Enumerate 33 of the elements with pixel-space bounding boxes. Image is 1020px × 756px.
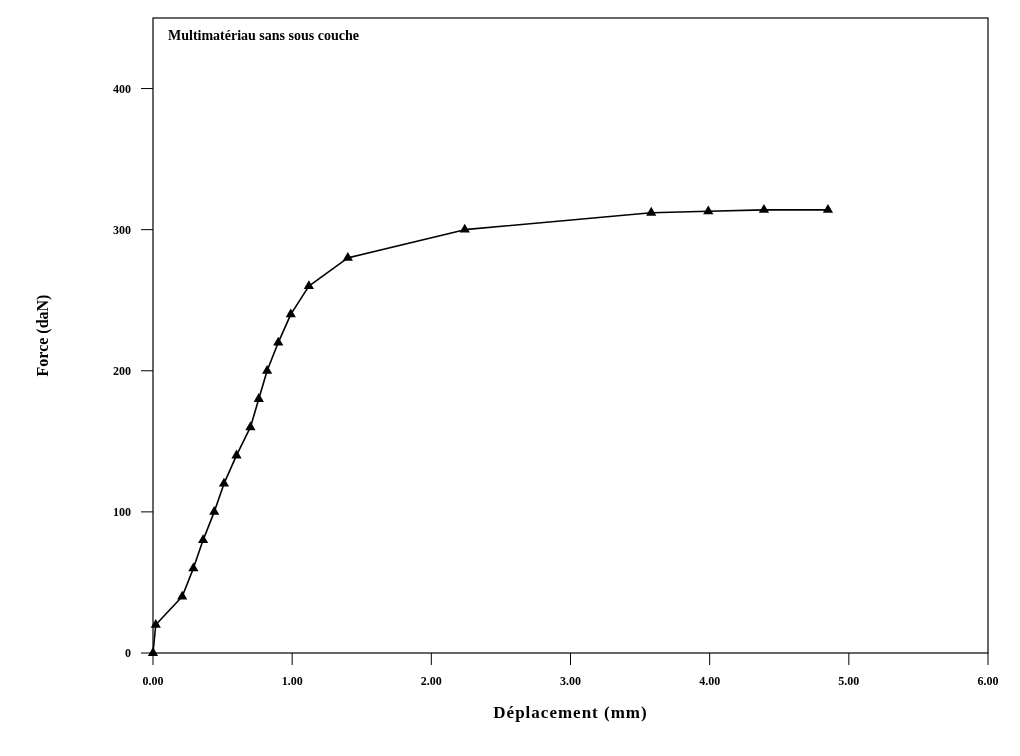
point <box>459 223 470 233</box>
point <box>646 206 657 216</box>
point <box>209 506 220 515</box>
y-tick-label: 200 <box>113 363 131 378</box>
x-tick-label: 2.00 <box>420 674 442 688</box>
point <box>147 647 159 656</box>
x-axis-title: Déplacement (mm) <box>493 703 648 722</box>
y-tick-label: 300 <box>113 222 131 237</box>
point <box>231 449 242 459</box>
x-tick-label: 1.00 <box>281 674 303 688</box>
x-tick-label: 5.00 <box>838 674 860 688</box>
text: Multimatériau sans sous couche <box>168 28 359 43</box>
point <box>253 393 264 402</box>
point <box>758 204 770 213</box>
x-tick-label: 0.00 <box>142 674 164 688</box>
point <box>198 534 209 544</box>
point <box>303 280 314 290</box>
point <box>245 421 256 431</box>
x-tick-label: 6.00 <box>977 674 999 688</box>
x-tick-label: 3.00 <box>560 674 581 688</box>
y-tick-label: 0 <box>125 646 131 661</box>
point <box>703 205 714 215</box>
point <box>822 204 834 213</box>
point <box>188 562 199 572</box>
x-tick-label: 4.00 <box>699 674 721 688</box>
y-axis-title: Force (daN) <box>34 294 52 377</box>
point <box>285 308 296 318</box>
point <box>342 252 353 261</box>
point <box>150 618 161 628</box>
y-tick-label: 100 <box>113 505 131 520</box>
point <box>218 477 230 487</box>
y-tick-label: 400 <box>113 81 131 96</box>
point <box>262 364 273 374</box>
